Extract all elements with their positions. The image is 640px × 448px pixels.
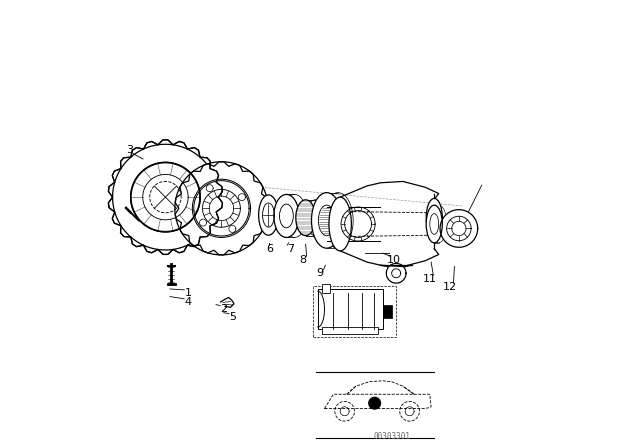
Text: 1: 1 bbox=[184, 289, 191, 298]
Ellipse shape bbox=[318, 205, 335, 236]
Text: 9: 9 bbox=[316, 268, 324, 278]
Ellipse shape bbox=[329, 197, 351, 251]
Text: 8: 8 bbox=[300, 255, 307, 265]
Polygon shape bbox=[200, 219, 207, 226]
Text: 2: 2 bbox=[220, 304, 227, 314]
Bar bbox=[323, 284, 330, 293]
Text: 6: 6 bbox=[266, 244, 273, 254]
Bar bbox=[314, 286, 396, 337]
Text: 10: 10 bbox=[387, 255, 401, 265]
Text: 00303301: 00303301 bbox=[373, 432, 410, 441]
Circle shape bbox=[369, 397, 380, 409]
Ellipse shape bbox=[426, 205, 442, 243]
Polygon shape bbox=[238, 194, 245, 201]
Ellipse shape bbox=[296, 200, 316, 236]
Bar bbox=[383, 305, 392, 318]
Ellipse shape bbox=[426, 198, 442, 236]
Ellipse shape bbox=[259, 195, 278, 235]
Text: 7: 7 bbox=[287, 244, 294, 254]
Bar bbox=[317, 289, 383, 329]
Polygon shape bbox=[387, 263, 406, 283]
Text: 4: 4 bbox=[184, 297, 191, 307]
Polygon shape bbox=[175, 162, 268, 255]
Polygon shape bbox=[229, 225, 236, 233]
Text: 5: 5 bbox=[229, 312, 236, 322]
Polygon shape bbox=[440, 210, 477, 247]
Text: 3: 3 bbox=[126, 145, 133, 155]
Polygon shape bbox=[206, 185, 213, 192]
Text: 12: 12 bbox=[443, 282, 457, 292]
Bar bbox=[323, 327, 378, 334]
Ellipse shape bbox=[274, 194, 299, 237]
Text: 11: 11 bbox=[423, 274, 436, 284]
Ellipse shape bbox=[312, 193, 342, 248]
Polygon shape bbox=[113, 144, 218, 250]
